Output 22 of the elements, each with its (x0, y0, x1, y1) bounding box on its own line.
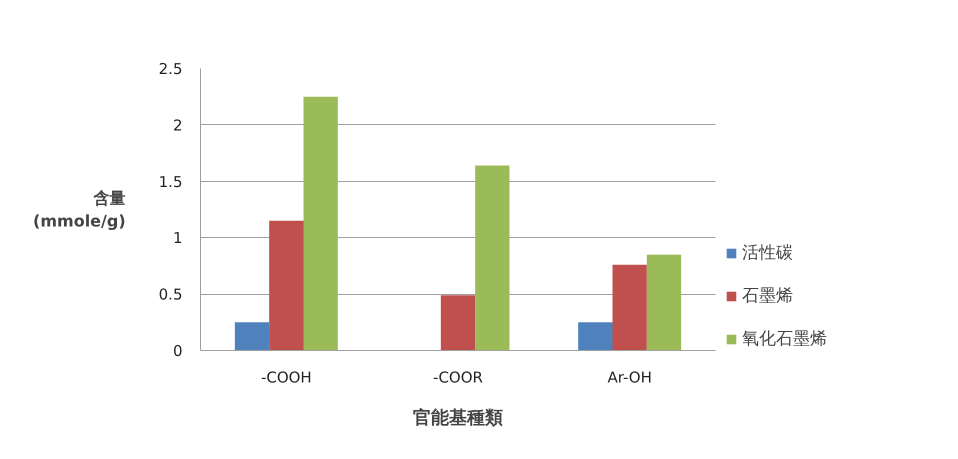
y-tick-label: 0 (172, 342, 183, 360)
y-tick-label: 2 (172, 116, 183, 134)
y-tick-label: 1.5 (158, 172, 183, 191)
y-tick-label: 0.5 (158, 286, 183, 304)
legend-label: 活性碳 (742, 242, 793, 264)
x-tick-label: -COOR (433, 368, 483, 386)
legend-label: 石墨烯 (742, 285, 793, 307)
y-axis-title: 含量 (mmole/g) (33, 188, 126, 230)
bar (440, 295, 476, 350)
bar (304, 96, 338, 350)
y-tick-label: 2.5 (158, 60, 183, 78)
bar (234, 322, 270, 350)
y-tick-label: 1 (172, 229, 183, 248)
x-tick-label: -COOH (260, 368, 312, 386)
bar (578, 322, 612, 350)
bar (646, 254, 682, 350)
bar (612, 264, 647, 350)
bar (269, 220, 304, 350)
x-tick-label: Ar-OH (607, 368, 652, 386)
legend-label: 氧化石墨烯 (742, 328, 827, 350)
x-axis-title: 官能基種類 (413, 408, 503, 428)
bar (475, 166, 510, 350)
